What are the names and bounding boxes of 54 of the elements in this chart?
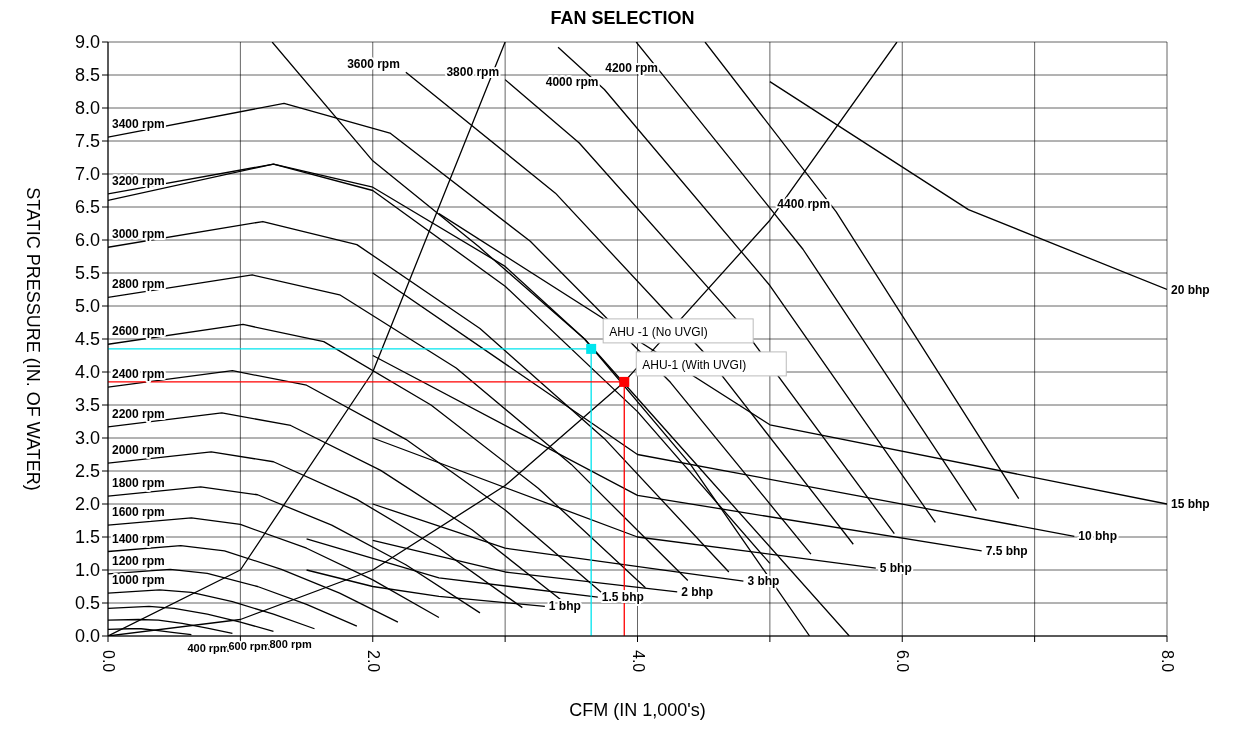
- series-label: 10 bhp: [1078, 529, 1118, 544]
- y-tick-label: 1.5: [74, 527, 100, 548]
- y-tick-label: 2.5: [74, 461, 100, 482]
- y-tick-label: 8.5: [74, 65, 100, 86]
- y-tick-label: 3.5: [74, 395, 100, 416]
- y-tick-label: 4.5: [74, 329, 100, 350]
- series-label: 15 bhp: [1171, 497, 1210, 511]
- series-label: 2600 rpm: [112, 324, 165, 339]
- x-tick-label: 4.0: [629, 650, 647, 673]
- y-tick-label: 6.5: [74, 197, 100, 218]
- callout: AHU -1 (No UVGI): [602, 318, 754, 344]
- y-tick-label: 8.0: [74, 98, 100, 119]
- series-label: 4000 rpm: [545, 74, 599, 89]
- series-label: 3400 rpm: [112, 117, 165, 132]
- series-label: 1600 rpm: [112, 505, 165, 520]
- series-label: 2 bhp: [681, 584, 714, 599]
- y-tick-label: 7.5: [74, 131, 100, 152]
- y-tick-label: 1.0: [74, 560, 100, 581]
- series-label: 1 bhp: [548, 599, 581, 614]
- series-label: 7.5 bhp: [985, 543, 1028, 558]
- series-label: 20 bhp: [1171, 282, 1210, 297]
- series-label: 1000 rpm: [112, 573, 165, 588]
- x-tick-label: 6.0: [894, 650, 912, 673]
- series-label: 2800 rpm: [112, 277, 165, 292]
- y-tick-label: 0.0: [74, 626, 100, 647]
- series-label: 3200 rpm: [112, 173, 165, 188]
- series-label: 1400 rpm: [112, 531, 165, 546]
- x-tick-label: 0.0: [100, 650, 117, 673]
- series-label: 800 rpm: [269, 638, 312, 651]
- y-tick-label: 0.5: [74, 593, 100, 614]
- annotation: AHU-1 (With UVGI): [642, 357, 747, 372]
- series-label: 1200 rpm: [112, 553, 165, 568]
- series-label: 3600 rpm: [347, 57, 400, 72]
- y-tick-label: 9.0: [74, 32, 100, 53]
- y-tick-label: 6.0: [74, 230, 100, 251]
- series-label: 5 bhp: [879, 561, 912, 576]
- y-tick-label: 5.5: [74, 263, 100, 284]
- x-tick-label: 8.0: [1159, 650, 1176, 673]
- chart-title: FAN SELECTION: [549, 8, 696, 30]
- y-tick-label: 7.0: [74, 164, 100, 185]
- series-label: 2200 rpm: [112, 406, 165, 421]
- series-label: 2000 rpm: [112, 443, 165, 458]
- annotation: AHU -1 (No UVGI): [609, 324, 708, 339]
- series-label: 1800 rpm: [112, 476, 165, 491]
- x-tick-label: 2.0: [364, 650, 382, 673]
- y-axis-title: STATIC PRESSURE (IN. OF WATER): [22, 187, 43, 491]
- y-tick-label: 4.0: [74, 362, 100, 383]
- y-tick-label: 2.0: [74, 494, 100, 515]
- series-label: 3000 rpm: [112, 227, 165, 242]
- callout: AHU-1 (With UVGI): [635, 351, 787, 377]
- y-tick-label: 3.0: [74, 428, 100, 449]
- y-tick-label: 5.0: [74, 296, 100, 317]
- series-label: 2400 rpm: [112, 367, 165, 382]
- x-axis-title: CFM (IN 1,000's): [569, 700, 706, 720]
